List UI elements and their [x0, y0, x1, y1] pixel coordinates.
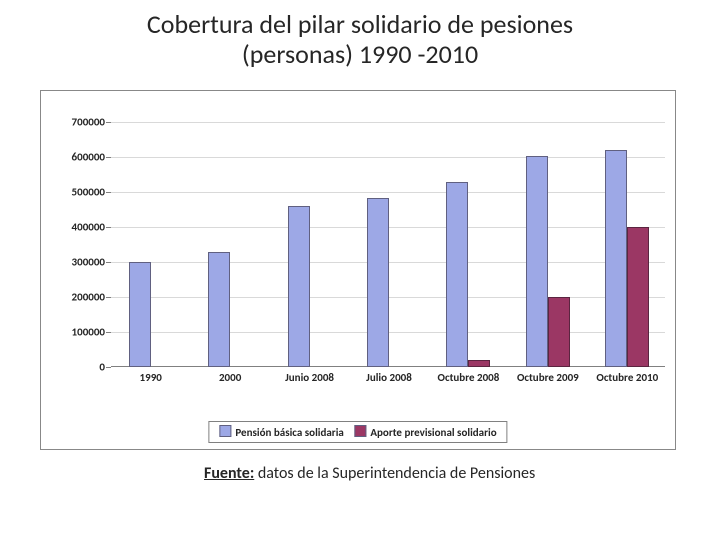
bar — [446, 182, 468, 367]
y-tick-mark — [106, 192, 111, 193]
x-tick-label: 2000 — [194, 371, 266, 384]
x-tick-label: Junio 2008 — [274, 371, 346, 384]
source-label: Fuente: — [204, 464, 254, 483]
title-line-2: (personas) 1990 -2010 — [242, 38, 478, 70]
source-citation: Fuente: datos de la Superintendencia de … — [204, 464, 544, 483]
x-tick-label: Octubre 2009 — [512, 371, 584, 384]
chart-legend: Pensión básica solidaria Aporte previsio… — [208, 421, 507, 443]
y-tick-mark — [106, 262, 111, 263]
y-tick-mark — [106, 332, 111, 333]
legend-swatch-2 — [354, 425, 366, 437]
gridline — [111, 192, 665, 193]
y-tick-mark — [106, 367, 111, 368]
y-tick-mark — [106, 297, 111, 298]
legend-label-2: Aporte previsional solidario — [370, 426, 496, 439]
y-tick-mark — [106, 157, 111, 158]
bar — [129, 262, 151, 367]
source-text: datos de la Superintendencia de Pensione… — [254, 464, 535, 483]
bar — [627, 227, 649, 367]
x-tick-label: Octubre 2010 — [591, 371, 663, 384]
x-axis-labels: 1990 2000 Junio 2008 Julio 2008 Octubre 2008… — [111, 371, 665, 407]
bar — [288, 206, 310, 367]
bar — [367, 198, 389, 367]
y-tick-mark — [106, 227, 111, 228]
bar — [208, 252, 230, 367]
bar — [526, 156, 548, 367]
bar — [605, 150, 627, 367]
gridline — [111, 157, 665, 158]
bar — [548, 297, 570, 367]
legend-swatch-1 — [219, 425, 231, 437]
gridline — [111, 122, 665, 123]
bar — [468, 360, 490, 367]
y-tick-mark — [106, 122, 111, 123]
x-tick-label: Octubre 2008 — [432, 371, 504, 384]
legend-label-1: Pensión básica solidaria — [235, 426, 343, 439]
chart-container: 0100000200000300000400000500000600000700… — [40, 90, 676, 450]
x-tick-label: Julio 2008 — [353, 371, 425, 384]
x-tick-label: 1990 — [115, 371, 187, 384]
plot-area: 0100000200000300000400000500000600000700… — [111, 105, 665, 367]
title-line-1: Cobertura del pilar solidario de pesione… — [147, 8, 573, 40]
slide-title: Cobertura del pilar solidario de pesione… — [0, 10, 720, 70]
